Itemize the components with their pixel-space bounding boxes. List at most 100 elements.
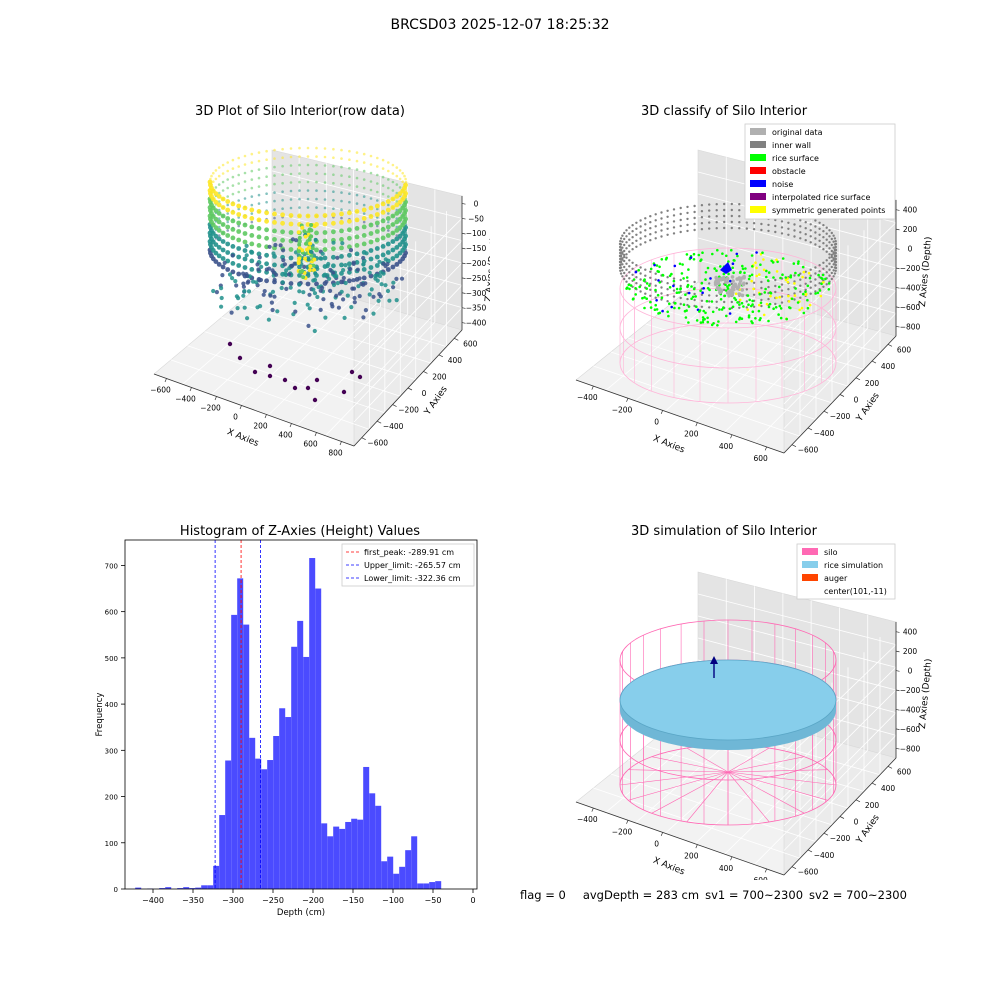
raw-point bbox=[265, 166, 268, 170]
raw-point bbox=[320, 251, 325, 256]
surface-point bbox=[762, 258, 765, 261]
classify-z-tick bbox=[895, 248, 900, 250]
raw-point bbox=[347, 218, 352, 224]
histogram-bar bbox=[297, 620, 304, 889]
surface-point bbox=[670, 305, 673, 309]
raw-point bbox=[397, 191, 403, 196]
raw-z-tick-label: −250 bbox=[466, 274, 487, 283]
simulation-y-tick bbox=[887, 766, 893, 769]
raw-point bbox=[394, 262, 400, 267]
histogram-bar bbox=[303, 656, 310, 889]
raw-point bbox=[278, 243, 283, 248]
raw-point bbox=[383, 283, 388, 288]
raw-point bbox=[343, 263, 348, 268]
raw-point bbox=[257, 278, 262, 283]
inner-wall-point bbox=[672, 295, 676, 298]
raw-point bbox=[394, 276, 399, 281]
raw-point bbox=[332, 147, 335, 151]
histogram-x-tick-label: −100 bbox=[382, 896, 404, 905]
inner-wall-point bbox=[723, 226, 726, 230]
raw-point bbox=[270, 307, 275, 313]
legend-swatch bbox=[750, 206, 766, 213]
raw-point bbox=[219, 286, 224, 291]
inner-wall-point bbox=[619, 272, 623, 275]
raw-point bbox=[216, 228, 222, 233]
original-data-point bbox=[742, 276, 746, 280]
raw-point bbox=[212, 171, 215, 175]
inner-wall-point bbox=[745, 227, 748, 230]
raw-point bbox=[216, 253, 222, 259]
inner-wall-point bbox=[639, 225, 642, 228]
surface-point bbox=[827, 282, 831, 285]
inner-wall-point bbox=[708, 209, 711, 212]
raw-point bbox=[269, 300, 274, 305]
raw-point bbox=[264, 227, 269, 233]
raw-point bbox=[368, 231, 374, 236]
raw-point bbox=[265, 183, 268, 187]
surface-point bbox=[734, 320, 738, 324]
inner-wall-point bbox=[672, 220, 676, 223]
raw-point bbox=[376, 216, 379, 219]
surface-point bbox=[792, 262, 796, 265]
raw-point bbox=[257, 168, 261, 171]
raw-point bbox=[257, 176, 261, 180]
surface-point bbox=[778, 285, 781, 289]
raw-z-tick-label: −300 bbox=[466, 289, 487, 298]
raw-point bbox=[376, 224, 379, 228]
inner-wall-point bbox=[693, 222, 696, 226]
inner-wall-point bbox=[644, 292, 647, 295]
inner-wall-point bbox=[679, 206, 682, 210]
raw-z-tick-label: −350 bbox=[466, 304, 487, 313]
raw-point bbox=[379, 282, 384, 287]
raw-point bbox=[375, 278, 380, 283]
raw-point bbox=[306, 180, 310, 184]
classify-z-tick bbox=[895, 306, 900, 308]
surface-point bbox=[738, 298, 742, 302]
raw-point bbox=[220, 213, 226, 219]
inner-wall-point bbox=[825, 250, 828, 253]
inner-wall-point bbox=[660, 217, 663, 220]
silo-floor-spoke bbox=[628, 769, 729, 773]
raw-point bbox=[394, 211, 400, 216]
surface-point bbox=[643, 306, 646, 310]
raw-point bbox=[362, 178, 366, 181]
raw-point bbox=[242, 231, 248, 236]
raw-x-tick bbox=[314, 432, 317, 437]
raw-point bbox=[380, 244, 386, 249]
raw-point bbox=[220, 256, 226, 261]
surface-point bbox=[751, 321, 754, 325]
surface-point bbox=[687, 321, 690, 324]
inner-wall-point bbox=[621, 275, 624, 278]
raw-x-axis-line bbox=[153, 373, 355, 447]
raw-point bbox=[322, 221, 328, 227]
raw-point bbox=[266, 317, 271, 322]
raw-gridline bbox=[325, 321, 436, 436]
inner-wall-point bbox=[745, 300, 748, 303]
raw-point bbox=[374, 212, 380, 217]
raw-gridline bbox=[239, 298, 354, 406]
raw-point bbox=[296, 230, 301, 235]
raw-y-tick-label: 200 bbox=[432, 372, 447, 381]
raw-outlier-point bbox=[314, 377, 320, 383]
inner-wall-point bbox=[639, 290, 642, 293]
surface-point bbox=[658, 311, 662, 315]
raw-point bbox=[323, 315, 328, 320]
raw-point bbox=[355, 176, 359, 180]
raw-point bbox=[214, 169, 218, 172]
raw-point bbox=[288, 230, 294, 235]
simulation-gridline bbox=[754, 750, 868, 865]
surface-point bbox=[709, 277, 712, 280]
inner-wall-point bbox=[752, 228, 756, 231]
histogram-bar bbox=[183, 887, 190, 889]
classify-x-tick-label: 600 bbox=[754, 454, 769, 463]
silo-floor-spoke bbox=[727, 771, 828, 801]
classify-3d-plot: −400−20002004006006004002000−200−400−600… bbox=[575, 123, 934, 463]
surface-point bbox=[765, 275, 768, 279]
inner-wall-point bbox=[708, 227, 711, 230]
raw-point bbox=[361, 233, 367, 238]
surface-point bbox=[801, 265, 805, 269]
inner-wall-point bbox=[623, 277, 626, 281]
inner-wall-point bbox=[828, 229, 831, 232]
surface-point bbox=[705, 299, 709, 303]
raw-point bbox=[355, 202, 359, 205]
